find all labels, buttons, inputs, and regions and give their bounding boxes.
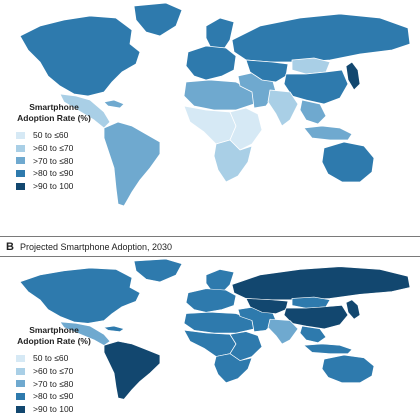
legend-title: Smartphone Adoption Rate (%) xyxy=(17,102,91,123)
legend-swatch-bin4 xyxy=(16,170,25,178)
panel-title: Projected Smartphone Adoption, 2030 xyxy=(19,242,173,252)
region-india xyxy=(267,318,299,345)
panel-header-rule xyxy=(0,256,420,257)
legend-item: >60 to ≤70 xyxy=(16,365,92,378)
legend-item: >70 to ≤80 xyxy=(16,155,92,168)
region-central-asia xyxy=(245,59,289,83)
legend-swatch-bin3 xyxy=(16,157,25,165)
region-russia xyxy=(231,266,411,301)
region-north-africa xyxy=(183,79,255,111)
legend-item: >80 to ≤90 xyxy=(16,390,92,403)
panel-letter: B xyxy=(6,241,14,253)
region-west-central-africa xyxy=(183,329,237,357)
panel-header: B Projected Smartphone Adoption, 2030 xyxy=(6,241,172,253)
region-europe xyxy=(185,288,237,313)
legend-item: 50 to ≤60 xyxy=(16,352,92,365)
legend-swatch-bin2 xyxy=(16,144,25,152)
region-north-america xyxy=(19,15,141,97)
region-russia xyxy=(231,13,411,63)
region-indonesia xyxy=(303,125,353,141)
region-scandinavia xyxy=(205,17,235,53)
region-japan-korea xyxy=(345,61,361,91)
region-indonesia xyxy=(303,343,353,354)
region-east-africa xyxy=(229,331,263,361)
region-mongolia xyxy=(291,57,331,75)
region-central-asia xyxy=(245,298,289,314)
region-east-africa xyxy=(229,107,263,151)
region-australia xyxy=(321,354,375,383)
panel-divider xyxy=(0,236,420,237)
legend-swatch-bin5 xyxy=(16,406,25,414)
region-caribbean xyxy=(103,325,125,332)
region-north-africa xyxy=(183,311,255,334)
region-scandinavia xyxy=(205,269,235,294)
region-australia xyxy=(321,141,375,183)
legend-current: Smartphone Adoption Rate (%) 50 to ≤60 >… xyxy=(16,102,92,193)
legend-swatch-bin5 xyxy=(16,183,25,191)
panel-projected-adoption: B Projected Smartphone Adoption, 2030 Sma… xyxy=(0,236,420,420)
region-southeast-asia xyxy=(299,99,327,125)
legend-swatch-bin1 xyxy=(16,131,25,139)
region-greenland xyxy=(133,2,183,37)
legend-item: >90 to 100 xyxy=(16,403,92,416)
legend-item: >90 to 100 xyxy=(16,180,92,193)
region-mongolia xyxy=(291,296,331,309)
legend-swatch-bin4 xyxy=(16,393,25,401)
world-map-projected xyxy=(19,258,411,400)
legend-item: >70 to ≤80 xyxy=(16,378,92,391)
region-europe xyxy=(185,45,237,81)
panel-current-adoption: Smartphone Adoption Rate (%) 50 to ≤60 >… xyxy=(16,2,411,207)
region-south-america xyxy=(103,340,161,400)
region-north-america xyxy=(19,267,141,324)
legend-item: >80 to ≤90 xyxy=(16,167,92,180)
legend-swatch-bin1 xyxy=(16,354,25,362)
legend-projected: Smartphone Adoption Rate (%) 50 to ≤60 >… xyxy=(16,325,92,416)
legend-title: Smartphone Adoption Rate (%) xyxy=(17,325,91,346)
region-southeast-asia xyxy=(299,325,327,343)
region-southern-africa xyxy=(213,139,253,183)
world-map-current xyxy=(19,2,411,207)
region-india xyxy=(267,89,299,127)
region-south-america xyxy=(103,121,161,207)
legend-swatch-bin3 xyxy=(16,380,25,388)
legend-item: 50 to ≤60 xyxy=(16,129,92,142)
region-greenland xyxy=(133,258,183,283)
region-japan-korea xyxy=(345,299,361,320)
region-caribbean xyxy=(103,99,125,109)
legend-item: >60 to ≤70 xyxy=(16,142,92,155)
region-west-central-africa xyxy=(183,105,237,145)
legend-swatch-bin2 xyxy=(16,367,25,375)
region-southern-africa xyxy=(213,353,253,383)
